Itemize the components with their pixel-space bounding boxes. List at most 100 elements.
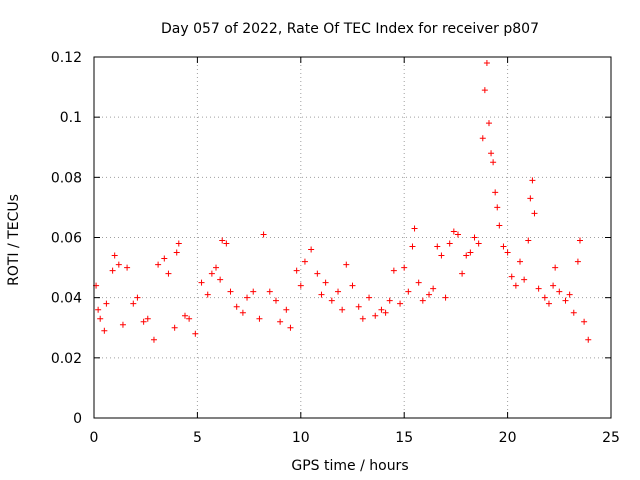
data-points: [93, 60, 592, 343]
grid-lines: [94, 57, 611, 418]
data-point: [386, 297, 393, 304]
data-point: [101, 327, 108, 334]
y-tick-label: 0.12: [51, 50, 82, 66]
data-point: [378, 306, 385, 313]
data-point: [585, 336, 592, 343]
data-point: [490, 159, 497, 166]
data-point: [552, 264, 559, 271]
data-point: [446, 240, 453, 247]
data-point: [250, 288, 257, 295]
data-point: [130, 300, 137, 307]
data-point: [581, 318, 588, 325]
data-point: [173, 249, 180, 256]
data-point: [401, 264, 408, 271]
y-tick-label: 0.04: [51, 291, 82, 307]
data-point: [372, 312, 379, 319]
data-point: [467, 249, 474, 256]
data-point: [103, 300, 110, 307]
data-point: [297, 282, 304, 289]
data-point: [227, 288, 234, 295]
x-axis-label: GPS time / hours: [291, 458, 408, 474]
data-point: [475, 240, 482, 247]
data-point: [272, 297, 279, 304]
data-point: [308, 246, 315, 253]
data-point: [545, 300, 552, 307]
data-point: [550, 282, 557, 289]
data-point: [525, 237, 532, 244]
data-point: [171, 324, 178, 331]
data-point: [328, 297, 335, 304]
data-point: [161, 255, 168, 262]
x-tick-label: 15: [395, 430, 413, 446]
data-point: [527, 195, 534, 202]
data-point: [109, 267, 116, 274]
data-point: [322, 279, 329, 286]
data-point: [419, 297, 426, 304]
data-point: [213, 264, 220, 271]
data-point: [233, 303, 240, 310]
data-point: [95, 306, 102, 313]
data-point: [217, 276, 224, 283]
data-point: [454, 231, 461, 238]
data-point: [541, 294, 548, 301]
data-point: [566, 291, 573, 298]
data-point: [463, 252, 470, 259]
data-point: [266, 288, 273, 295]
data-point: [155, 261, 162, 268]
data-point: [115, 261, 122, 268]
data-point: [204, 291, 211, 298]
data-point: [492, 189, 499, 196]
data-point: [450, 228, 457, 235]
x-tick-label: 5: [193, 430, 202, 446]
data-point: [411, 225, 418, 232]
data-point: [208, 270, 215, 277]
data-point: [314, 270, 321, 277]
data-point: [504, 249, 511, 256]
data-point: [481, 87, 488, 94]
data-point: [535, 285, 542, 292]
data-point: [479, 135, 486, 142]
data-point: [124, 264, 131, 271]
data-point: [283, 306, 290, 313]
x-tick-label: 20: [499, 430, 517, 446]
data-point: [531, 210, 538, 217]
data-point: [355, 303, 362, 310]
data-point: [382, 309, 389, 316]
x-tick-label: 25: [602, 430, 620, 446]
data-point: [517, 258, 524, 265]
data-point: [483, 60, 490, 67]
x-tick-label: 0: [90, 430, 99, 446]
data-point: [301, 258, 308, 265]
data-point: [150, 336, 157, 343]
data-point: [198, 279, 205, 286]
data-point: [181, 312, 188, 319]
data-point: [165, 270, 172, 277]
data-point: [343, 261, 350, 268]
data-point: [111, 252, 118, 259]
data-point: [359, 315, 366, 322]
data-point: [415, 279, 422, 286]
data-point: [335, 288, 342, 295]
data-point: [471, 234, 478, 241]
data-point: [494, 204, 501, 211]
data-point: [556, 288, 563, 295]
data-point: [293, 267, 300, 274]
data-point: [223, 240, 230, 247]
data-point: [405, 288, 412, 295]
data-point: [175, 240, 182, 247]
data-point: [390, 267, 397, 274]
data-point: [144, 315, 151, 322]
y-tick-label: 0: [73, 411, 82, 427]
data-point: [366, 294, 373, 301]
data-point: [318, 291, 325, 298]
y-tick-label: 0.06: [51, 231, 82, 247]
data-point: [339, 306, 346, 313]
data-point: [488, 150, 495, 157]
data-point: [239, 309, 246, 316]
data-point: [192, 330, 199, 337]
y-tick-label: 0.1: [60, 110, 82, 126]
data-point: [576, 237, 583, 244]
data-point: [508, 273, 515, 280]
data-point: [134, 294, 141, 301]
